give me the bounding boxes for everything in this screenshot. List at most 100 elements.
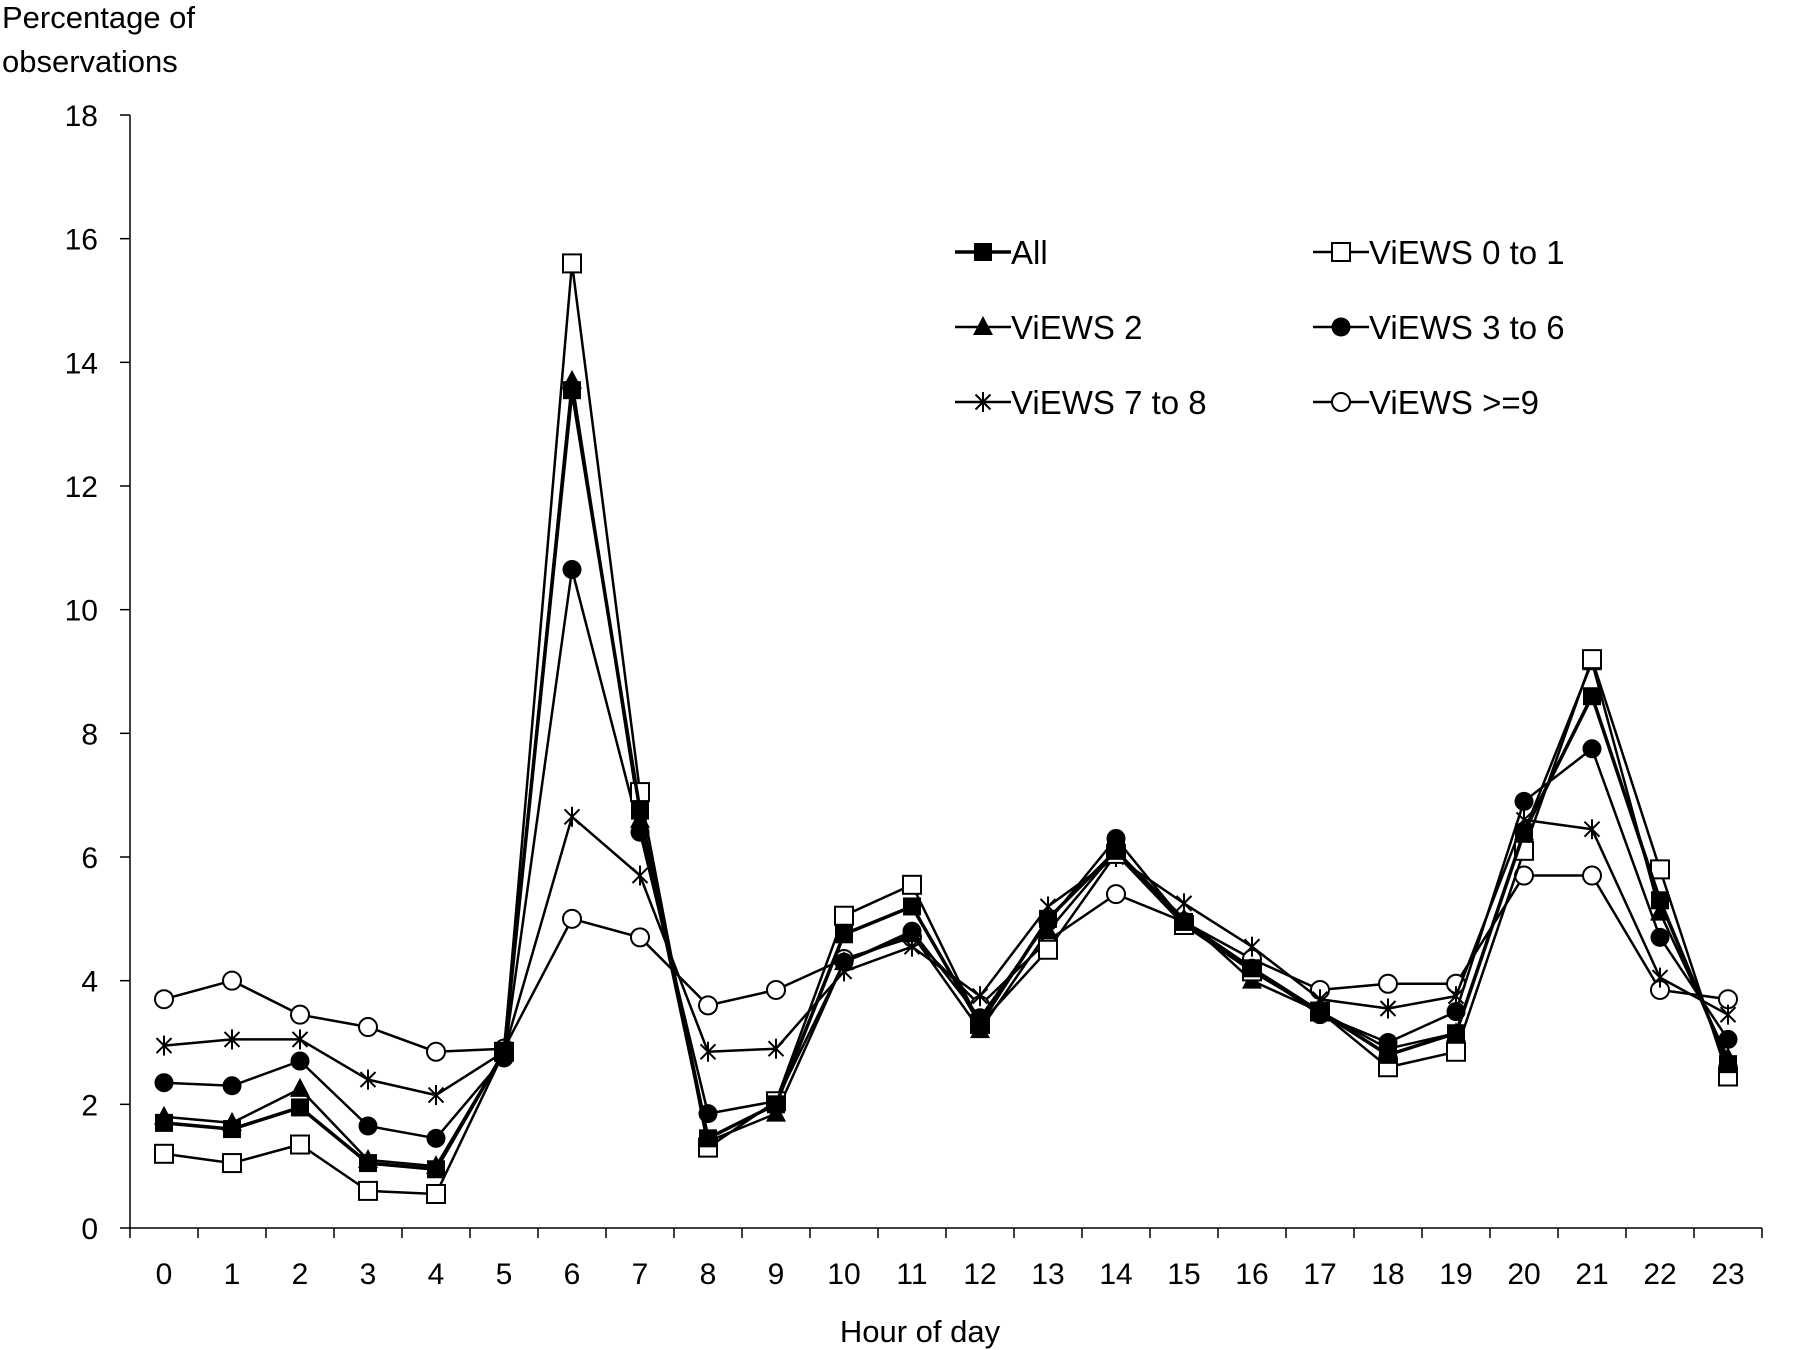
data-point [1650, 927, 1670, 947]
y-tick-label: 4 [81, 966, 98, 999]
data-point [290, 1134, 310, 1155]
legend-label: ViEWS 2 [1011, 309, 1142, 346]
data-point [902, 923, 922, 943]
y-axis-title-line-2: observations [2, 44, 178, 79]
data-point [1243, 959, 1261, 978]
data-point [834, 951, 854, 971]
asterisk-stroke [427, 1086, 445, 1104]
legend-label: All [1011, 234, 1048, 271]
data-point [427, 1085, 445, 1106]
x-tick-label: 4 [428, 1258, 445, 1291]
data-point [223, 1120, 241, 1139]
data-point [495, 1042, 513, 1061]
data-point [767, 1095, 785, 1114]
x-tick-label: 22 [1643, 1258, 1676, 1291]
x-axis-title: Hour of day [840, 1314, 1001, 1349]
data-point [1719, 1004, 1737, 1025]
data-point [699, 1041, 717, 1062]
x-tick-label: 0 [156, 1258, 173, 1291]
x-tick-label: 12 [963, 1258, 996, 1291]
data-point [767, 1038, 785, 1059]
asterisk-stroke [699, 1043, 717, 1060]
legend-label: ViEWS 3 to 6 [1369, 309, 1565, 346]
y-axis-title: Percentage of observations [2, 0, 195, 79]
data-point [562, 253, 582, 274]
data-point [902, 874, 922, 895]
data-point [290, 1004, 310, 1025]
data-point [1582, 739, 1602, 759]
data-point [1331, 242, 1351, 262]
data-point [358, 1017, 378, 1038]
data-point [223, 1029, 241, 1050]
data-point [155, 1113, 173, 1132]
asterisk-stroke [155, 1037, 173, 1054]
data-point [1175, 912, 1193, 931]
data-point [1311, 1002, 1329, 1021]
asterisk-stroke [1175, 895, 1193, 912]
asterisk-stroke [974, 393, 992, 411]
data-point [835, 925, 853, 944]
data-point [834, 905, 854, 926]
data-point [1039, 909, 1057, 928]
data-point [358, 1180, 378, 1201]
x-tick-label: 14 [1099, 1258, 1132, 1291]
data-point [1107, 841, 1125, 860]
x-tick-label: 9 [768, 1258, 785, 1291]
x-tick-label: 8 [700, 1258, 717, 1291]
data-point [290, 1077, 310, 1097]
data-point [903, 897, 921, 916]
data-point [1331, 317, 1351, 337]
data-point [1378, 973, 1398, 994]
x-tick-label: 6 [564, 1258, 581, 1291]
series-views-2 [154, 369, 1738, 1175]
y-tick-label: 18 [65, 100, 98, 133]
data-point [1719, 1055, 1737, 1074]
data-point [631, 801, 649, 820]
asterisk-stroke [223, 1031, 241, 1048]
data-point [630, 782, 650, 803]
x-tick-label: 19 [1439, 1258, 1472, 1291]
y-tick-label: 10 [65, 595, 98, 628]
x-tick-label: 11 [896, 1258, 927, 1291]
x-tick-label: 13 [1031, 1258, 1064, 1291]
legend-item: ViEWS >=9 [1313, 384, 1539, 421]
data-point [974, 243, 992, 261]
y-tick-label: 12 [65, 471, 98, 504]
legend-item: ViEWS 3 to 6 [1313, 309, 1565, 346]
asterisk-stroke [1243, 938, 1261, 955]
y-tick-label: 16 [65, 224, 98, 257]
data-point [1651, 967, 1669, 988]
y-tick-label: 14 [65, 347, 98, 380]
data-point [1514, 791, 1534, 811]
series-line [163, 388, 1730, 1172]
legend-item: All [955, 234, 1048, 271]
data-point [222, 1153, 242, 1174]
asterisk-stroke [1651, 969, 1669, 986]
series-line [163, 815, 1729, 1097]
data-point [154, 1143, 174, 1164]
legend-item: ViEWS 7 to 8 [955, 384, 1207, 421]
data-point [699, 1129, 717, 1148]
data-point [358, 1116, 378, 1136]
data-point [291, 1029, 309, 1050]
y-axis-title-line-1: Percentage of [2, 0, 195, 35]
data-point [154, 1073, 174, 1093]
data-point [1379, 998, 1397, 1019]
x-tick-label: 23 [1711, 1258, 1744, 1291]
x-tick-label: 10 [827, 1258, 860, 1291]
series-line [163, 262, 1730, 1196]
data-point [1582, 649, 1602, 670]
data-point [562, 559, 582, 579]
x-tick-label: 15 [1167, 1258, 1200, 1291]
legend-item: ViEWS 0 to 1 [1313, 234, 1565, 271]
data-point [291, 1098, 309, 1117]
legend-label: ViEWS >=9 [1369, 384, 1539, 421]
data-point [359, 1069, 377, 1090]
asterisk-stroke [1379, 1000, 1397, 1017]
data-point [563, 381, 581, 400]
asterisk-stroke [563, 808, 581, 826]
data-point [974, 392, 992, 412]
x-tick-label: 16 [1235, 1258, 1268, 1291]
